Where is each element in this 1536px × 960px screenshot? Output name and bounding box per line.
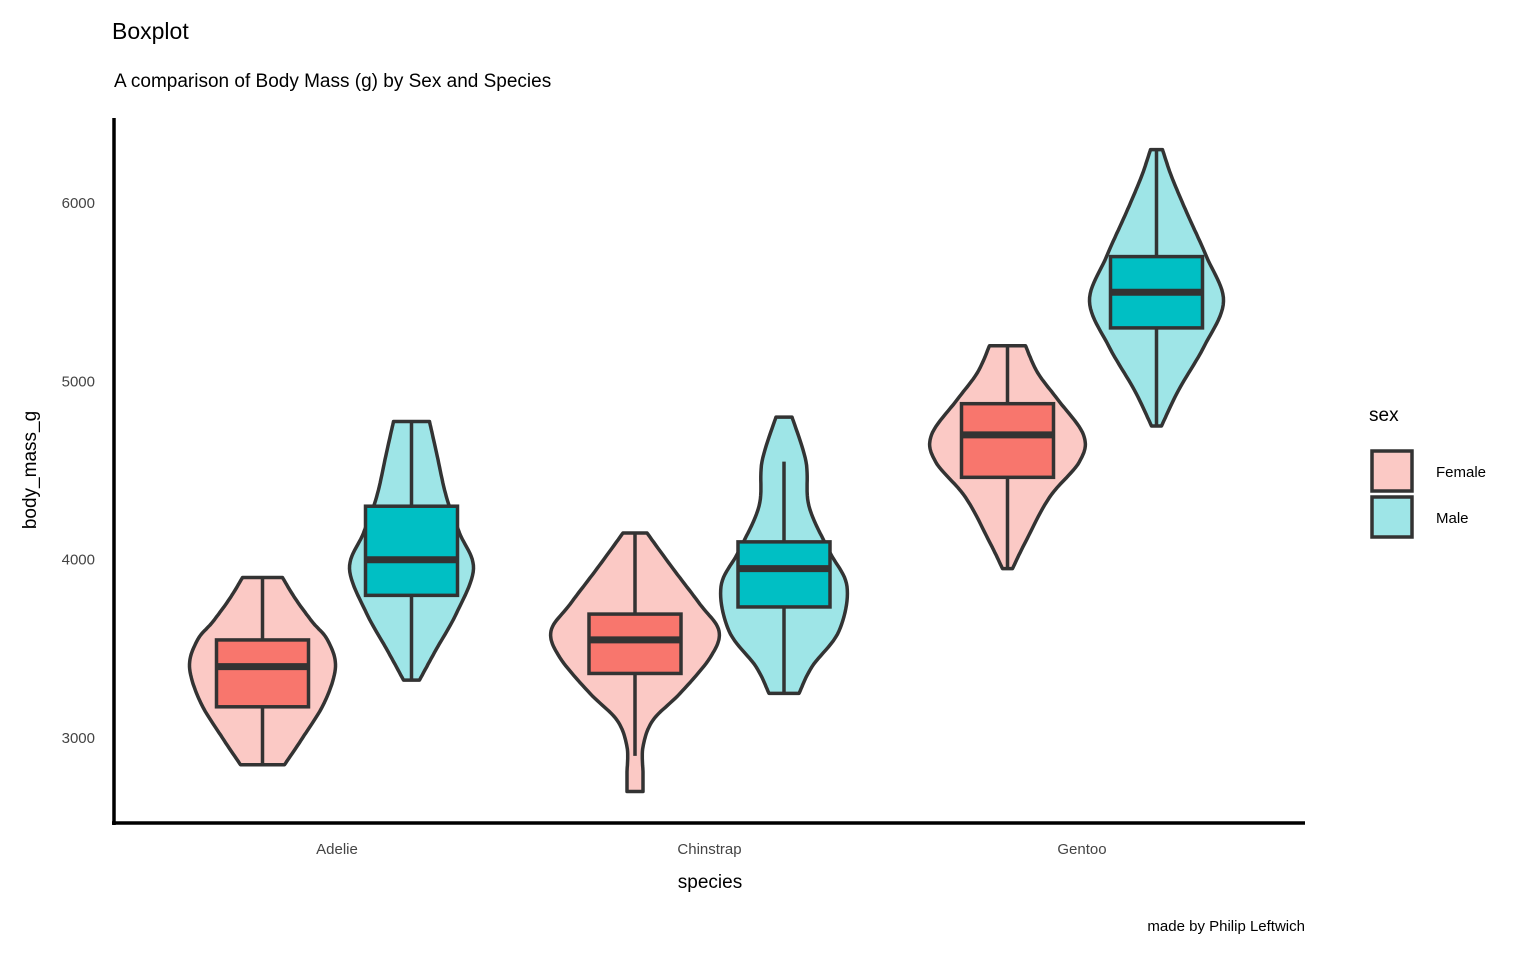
legend: sex Female Male bbox=[1369, 405, 1486, 539]
box bbox=[214, 638, 311, 709]
legend-key-male bbox=[1370, 495, 1414, 539]
box bbox=[363, 504, 460, 598]
chart-title: Boxplot bbox=[112, 18, 189, 44]
violin-female-adelie bbox=[187, 575, 338, 767]
legend-label-male: Male bbox=[1436, 510, 1469, 527]
x-tick-label: Chinstrap bbox=[677, 841, 741, 858]
x-axis-label: species bbox=[678, 872, 742, 893]
violin-female-gentoo bbox=[927, 343, 1088, 571]
y-tick-label: 3000 bbox=[62, 730, 95, 747]
y-tick-label: 4000 bbox=[62, 552, 95, 569]
violin-male-gentoo bbox=[1087, 147, 1226, 428]
legend-title: sex bbox=[1369, 405, 1399, 426]
box bbox=[736, 540, 832, 609]
x-tick-label: Gentoo bbox=[1057, 841, 1106, 858]
y-tick-label: 6000 bbox=[62, 195, 95, 212]
chart-subtitle: A comparison of Body Mass (g) by Sex and… bbox=[114, 71, 551, 92]
caption: made by Philip Leftwich bbox=[1147, 918, 1305, 935]
y-tick-label: 5000 bbox=[62, 373, 95, 390]
plot-area bbox=[187, 147, 1226, 794]
violin-female-chinstrap bbox=[548, 531, 722, 794]
legend-label-female: Female bbox=[1436, 464, 1486, 481]
x-tick-label: Adelie bbox=[316, 841, 358, 858]
legend-key-female bbox=[1370, 449, 1414, 493]
box bbox=[587, 612, 683, 676]
box bbox=[959, 401, 1056, 480]
y-axis-label: body_mass_g bbox=[20, 411, 41, 529]
violin-male-chinstrap bbox=[718, 415, 850, 696]
violin-male-adelie bbox=[347, 419, 476, 682]
